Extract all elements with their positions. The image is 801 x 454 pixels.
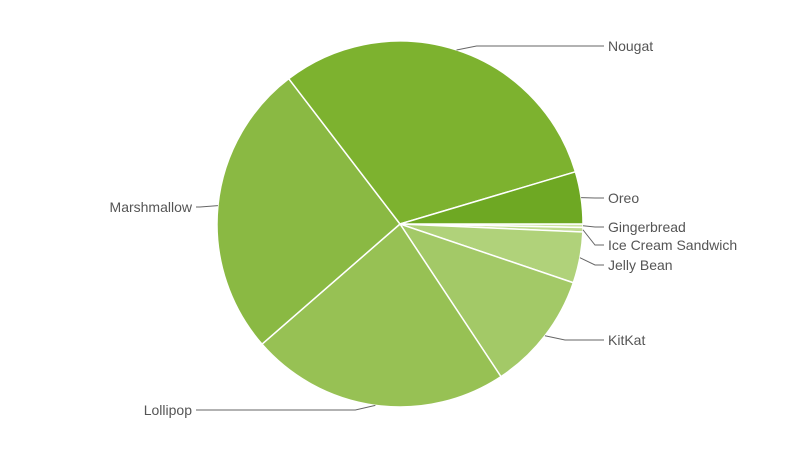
leader-line [457, 46, 604, 50]
slice-label: Oreo [608, 190, 639, 206]
leader-line [580, 258, 604, 265]
slice-label: Ice Cream Sandwich [608, 237, 737, 253]
slice-label: Nougat [608, 38, 653, 54]
leader-line [583, 226, 604, 227]
slice-label: Jelly Bean [608, 257, 673, 273]
leader-line [583, 230, 604, 245]
leader-line [545, 336, 604, 340]
slices [217, 41, 583, 407]
leader-line [196, 206, 218, 207]
slice-label: KitKat [608, 332, 645, 348]
slice-label: Marshmallow [110, 199, 193, 215]
slice-label: Lollipop [144, 402, 192, 418]
leader-line [196, 405, 375, 410]
slice-label: Gingerbread [608, 219, 686, 235]
